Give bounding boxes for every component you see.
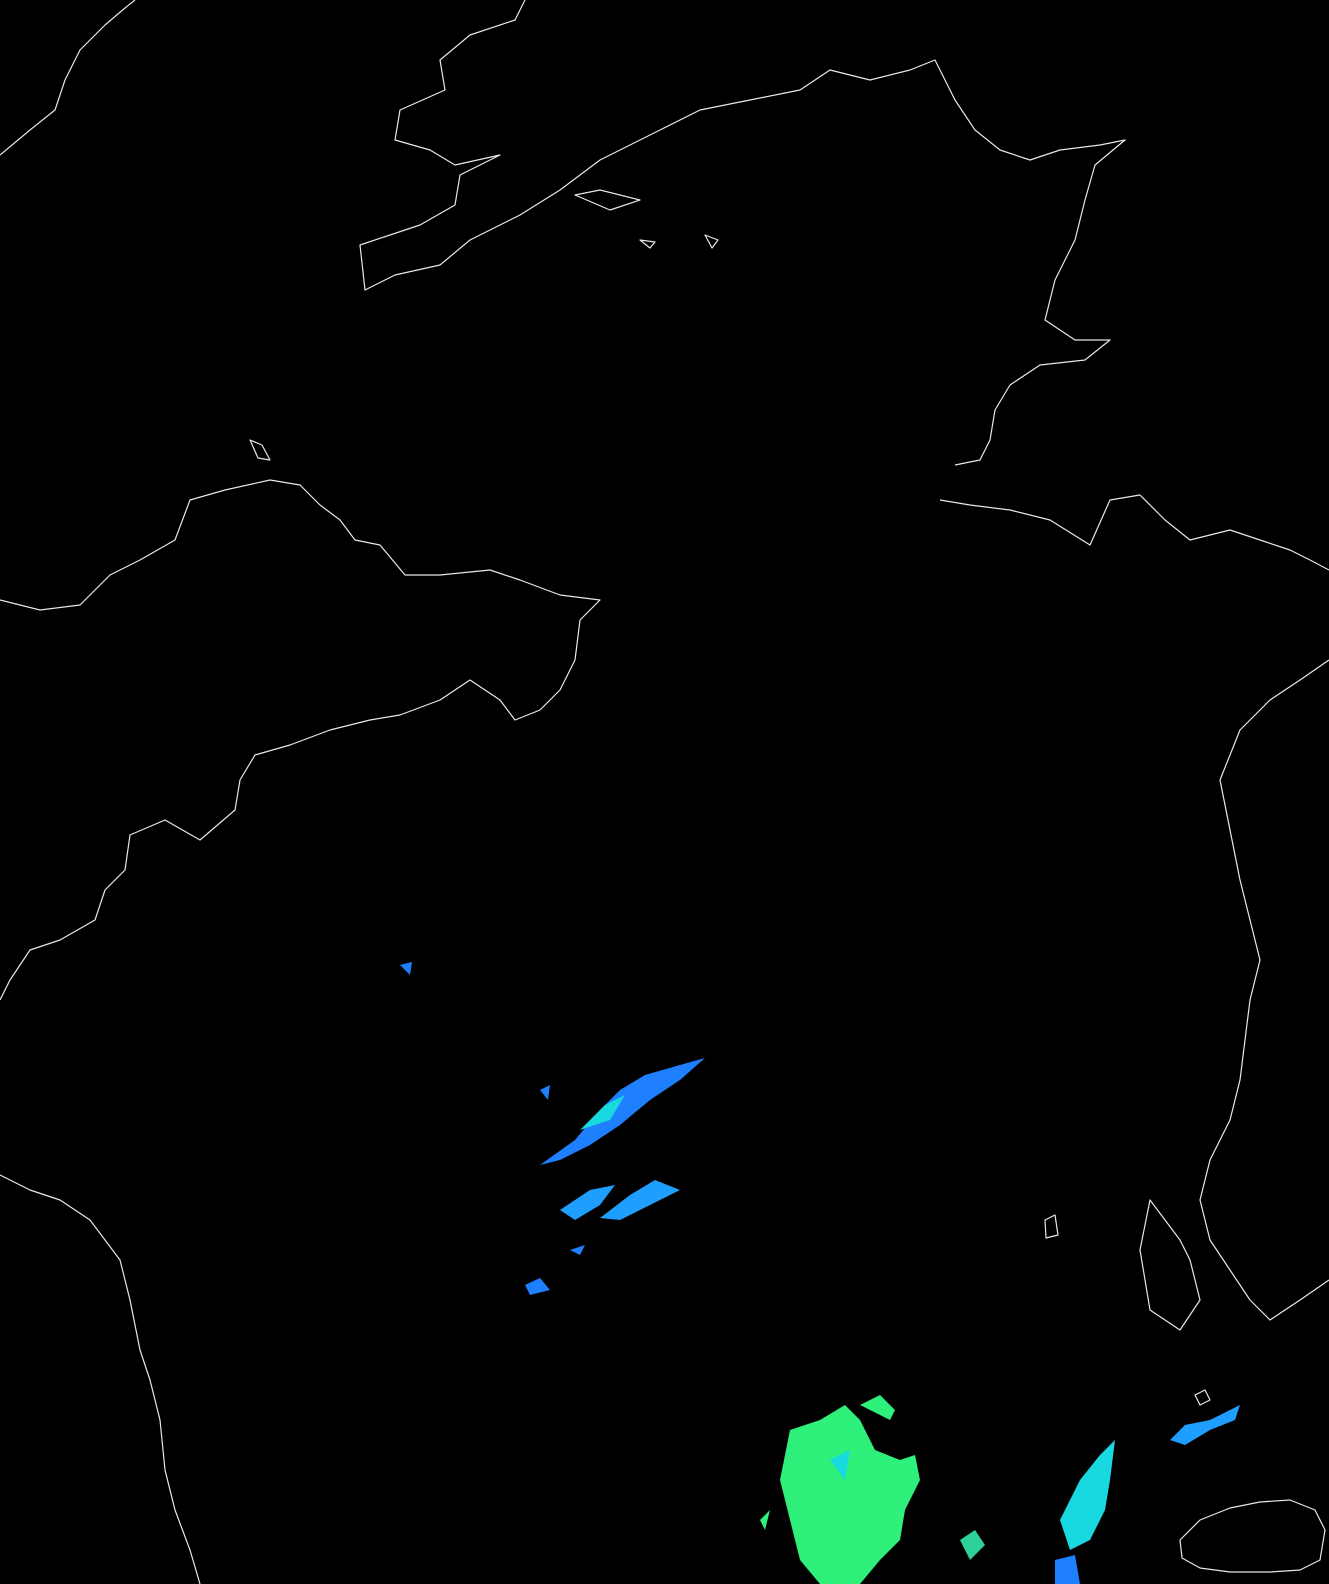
echo-band-southeast [1060,1440,1115,1550]
echo-cluster-south [760,1395,920,1584]
precipitation-echoes [400,962,1240,1584]
coastline-northwest [0,0,136,156]
echo-band-southeast-blue [1055,1555,1080,1584]
small-islands [249,189,1211,1406]
echo-band-lower [560,1180,680,1220]
coastline-north-peninsula [359,0,1126,466]
echo-band-central-cyan [580,1095,625,1130]
island-jeju [1179,1499,1326,1573]
coastline-southwest [0,1174,201,1584]
echo-band-central [540,1058,705,1165]
coastline-west-bay [0,479,601,1001]
echo-cluster-south-cyan [830,1450,850,1480]
echo-band-east [1170,1405,1240,1445]
echo-scatter-speckles [960,1530,985,1560]
coastline-east-peninsula [939,494,1329,1331]
